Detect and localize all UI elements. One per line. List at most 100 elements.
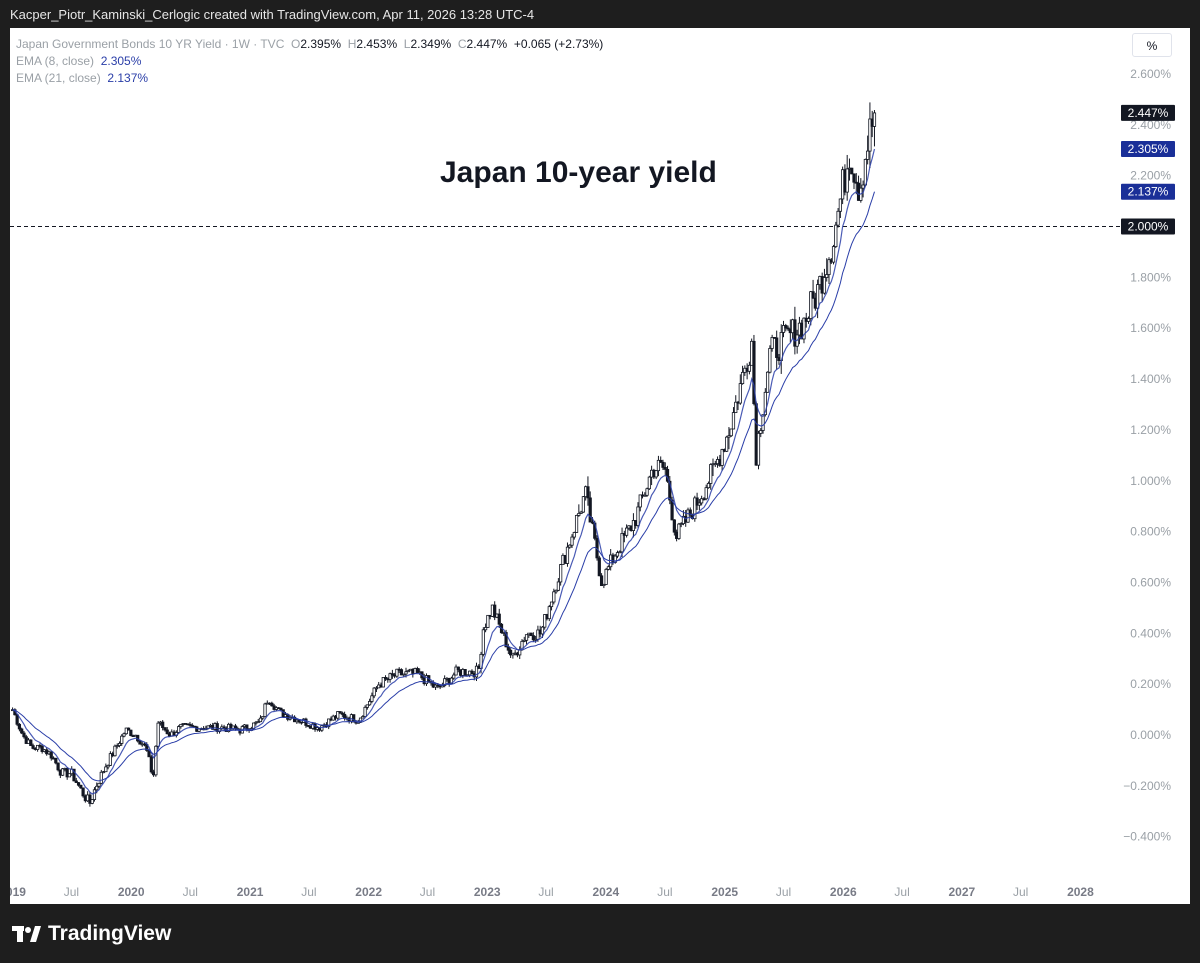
ema8-value: 2.305% — [100, 54, 142, 68]
candle-body — [279, 707, 283, 711]
candle-body — [695, 497, 699, 506]
candle-body — [663, 467, 667, 470]
candle-body — [256, 721, 260, 724]
candle-body — [734, 401, 738, 413]
candle-body — [827, 259, 831, 275]
candle-body — [559, 564, 563, 583]
candle-body — [38, 744, 42, 747]
candle-body — [704, 487, 708, 500]
candle-body — [775, 337, 779, 358]
candle-body — [452, 674, 456, 679]
candle-body — [338, 711, 342, 714]
candle-body — [61, 768, 65, 776]
x-tick-label: Jul — [538, 885, 553, 899]
candle-body — [615, 552, 620, 557]
chart-panel[interactable]: 2.600% 2.400% 2.200% 1.800% 1.600% 1.400% 1.20… — [10, 28, 1190, 904]
candle-body — [606, 566, 611, 570]
candle-body — [340, 712, 344, 715]
candle-body — [620, 533, 624, 553]
close-value: 2.447% — [466, 37, 508, 51]
candle-body — [67, 773, 72, 778]
candle-body — [670, 499, 674, 521]
price-chart[interactable]: 2.600% 2.400% 2.200% 1.800% 1.600% 1.400% 1.20… — [10, 28, 1190, 904]
candle-body — [40, 745, 44, 752]
ema21-price-label-bg — [1121, 183, 1175, 200]
candle-body — [811, 291, 815, 299]
candle-body — [365, 704, 369, 708]
high-value: 2.453% — [356, 37, 398, 51]
candle-body — [713, 463, 717, 466]
candle-body — [665, 468, 670, 482]
candle-body — [481, 629, 485, 655]
candle-body — [390, 673, 394, 676]
level-price-label: 2.000% — [1128, 220, 1169, 234]
y-tick-label: −0.200% — [1123, 779, 1171, 793]
candle-body — [731, 412, 736, 430]
candle-body — [49, 751, 53, 759]
candle-body — [497, 613, 501, 625]
candle-body — [768, 348, 772, 373]
candle-body — [759, 430, 763, 434]
candle-body — [81, 787, 85, 797]
x-tick-label: 2024 — [592, 885, 619, 899]
ema21-label: EMA (21, close) — [16, 71, 101, 85]
candle-body — [747, 364, 751, 372]
candle-body — [729, 428, 733, 437]
candle-body — [529, 632, 533, 637]
candle-body — [706, 483, 711, 489]
y-tick-label: 0.600% — [1130, 575, 1171, 589]
candle-body — [374, 687, 379, 690]
x-tick-label: Jul — [776, 885, 791, 899]
x-tick-label: Jul — [301, 885, 316, 899]
y-tick-label: 0.000% — [1130, 728, 1171, 742]
candle-body — [76, 782, 81, 786]
candle-body — [809, 291, 813, 319]
candle-body — [565, 546, 570, 564]
candle-body — [761, 414, 765, 431]
candle-body — [149, 756, 153, 773]
chart-annotation-text[interactable]: Japan 10-year yield — [440, 156, 717, 189]
candle-body — [765, 371, 770, 393]
candle-body — [368, 701, 372, 706]
candle-body — [654, 470, 658, 478]
candle-body — [825, 274, 829, 278]
candle-body — [99, 771, 103, 784]
candle-body — [547, 606, 551, 620]
candle-body — [854, 181, 858, 184]
candle-body — [104, 766, 108, 773]
candle-body — [597, 557, 601, 577]
candle-body — [179, 723, 183, 728]
x-tick-label: 2027 — [949, 885, 976, 899]
ema8-legend-row[interactable]: EMA (8, close) 2.305% — [16, 53, 603, 70]
footer-bar: TradingView — [0, 904, 1200, 963]
y-tick-label: −0.400% — [1123, 830, 1171, 844]
candle-body — [679, 523, 683, 525]
change-value: +0.065 (+2.73%) — [513, 37, 604, 51]
candle-body — [54, 757, 58, 764]
candle-body — [352, 714, 356, 723]
candle-body — [543, 614, 547, 628]
candle-body — [756, 432, 761, 466]
candle-body — [415, 668, 419, 673]
candle-body — [381, 677, 385, 688]
candle-body — [188, 723, 192, 726]
tradingview-brand[interactable]: TradingView — [12, 920, 171, 948]
candle-body — [579, 511, 583, 514]
candle-body — [115, 745, 119, 747]
candle-body — [702, 498, 706, 501]
ema21-legend-row[interactable]: EMA (21, close) 2.137% — [16, 70, 603, 87]
symbol-ohlc-row[interactable]: Japan Government Bonds 10 YR Yield · 1W … — [16, 36, 603, 53]
percent-scale-button[interactable]: % — [1132, 33, 1172, 57]
candle-body — [568, 544, 572, 548]
low-value: 2.349% — [410, 37, 452, 51]
candle-body — [101, 771, 106, 774]
symbol-name: Japan Government Bonds 10 YR Yield · 1W … — [16, 37, 285, 51]
candle-body — [552, 591, 556, 603]
candle-body — [636, 506, 640, 526]
candle-body — [727, 435, 731, 438]
candle-body — [261, 716, 265, 719]
x-tick-label: 2020 — [118, 885, 145, 899]
candle-body — [17, 723, 22, 730]
candle-body — [604, 568, 608, 585]
x-tick-label: Jul — [420, 885, 435, 899]
